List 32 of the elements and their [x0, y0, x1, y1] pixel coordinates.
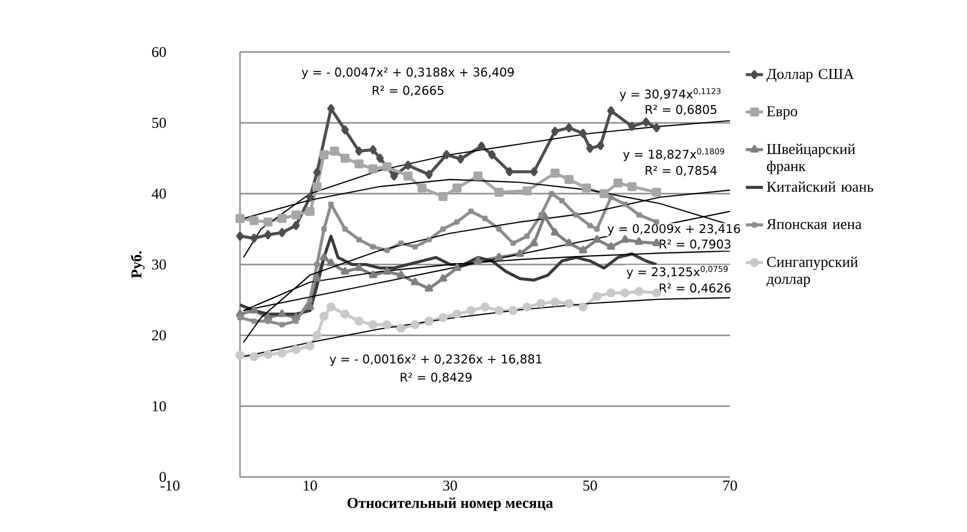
y-tick-label: 10	[152, 401, 166, 412]
y-tick-label: 20	[152, 330, 166, 340]
x-tick-label: 30	[443, 480, 457, 491]
x-axis-title: Относительный номер месяца	[348, 498, 553, 512]
annotation: y = 23,125x$^{0,0759}$	[626, 266, 728, 279]
legend-label: Доллар США	[766, 68, 854, 82]
y-tick-label: 30	[152, 259, 166, 270]
annotation: R² = 0,4626	[660, 283, 731, 294]
annotation: R² = 0,8429	[400, 372, 472, 383]
legend-label: Евро	[766, 106, 798, 120]
x-tick-label: 70	[723, 480, 737, 491]
annotation: y = - 0,0047x² + 0,3188x + 36,409	[302, 68, 514, 79]
annotation: y = - 0,0016x² + 0,2326x + 16,881	[330, 354, 542, 366]
y-tick-label: 0	[160, 472, 166, 482]
annotation: y = 18,827x$^{0,1809}$	[623, 148, 724, 162]
annotation: R² = 0,6805	[646, 104, 716, 116]
annotation: R² = 0,2665	[372, 86, 444, 96]
y-tick-label: 60	[152, 46, 166, 58]
x-tick-label: 10	[304, 480, 317, 491]
x-tick-label: 50	[583, 480, 597, 491]
annotation: R² = 0,7903	[660, 240, 730, 250]
y-axis-title: Руб.	[130, 251, 145, 278]
legend-label: Сингапурский доллар	[766, 256, 858, 288]
annotation: R² = 0,7854	[646, 166, 717, 176]
y-tick-label: 50	[152, 118, 166, 128]
annotation: y = 0,2009x + 23,416	[608, 224, 740, 236]
legend-label: Швейцарский франк	[766, 144, 856, 174]
y-tick-label: 40	[152, 188, 166, 199]
annotation: y = 30,974x$^{0,1123}$	[620, 88, 721, 101]
legend-label: Китайский юань	[766, 181, 874, 192]
legend-label: Японская иена	[766, 219, 862, 230]
x-tick-label: -10	[160, 480, 180, 491]
